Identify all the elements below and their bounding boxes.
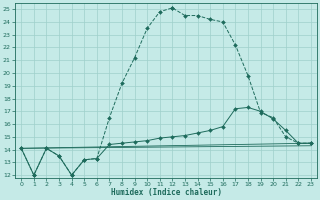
X-axis label: Humidex (Indice chaleur): Humidex (Indice chaleur) [111,188,221,197]
